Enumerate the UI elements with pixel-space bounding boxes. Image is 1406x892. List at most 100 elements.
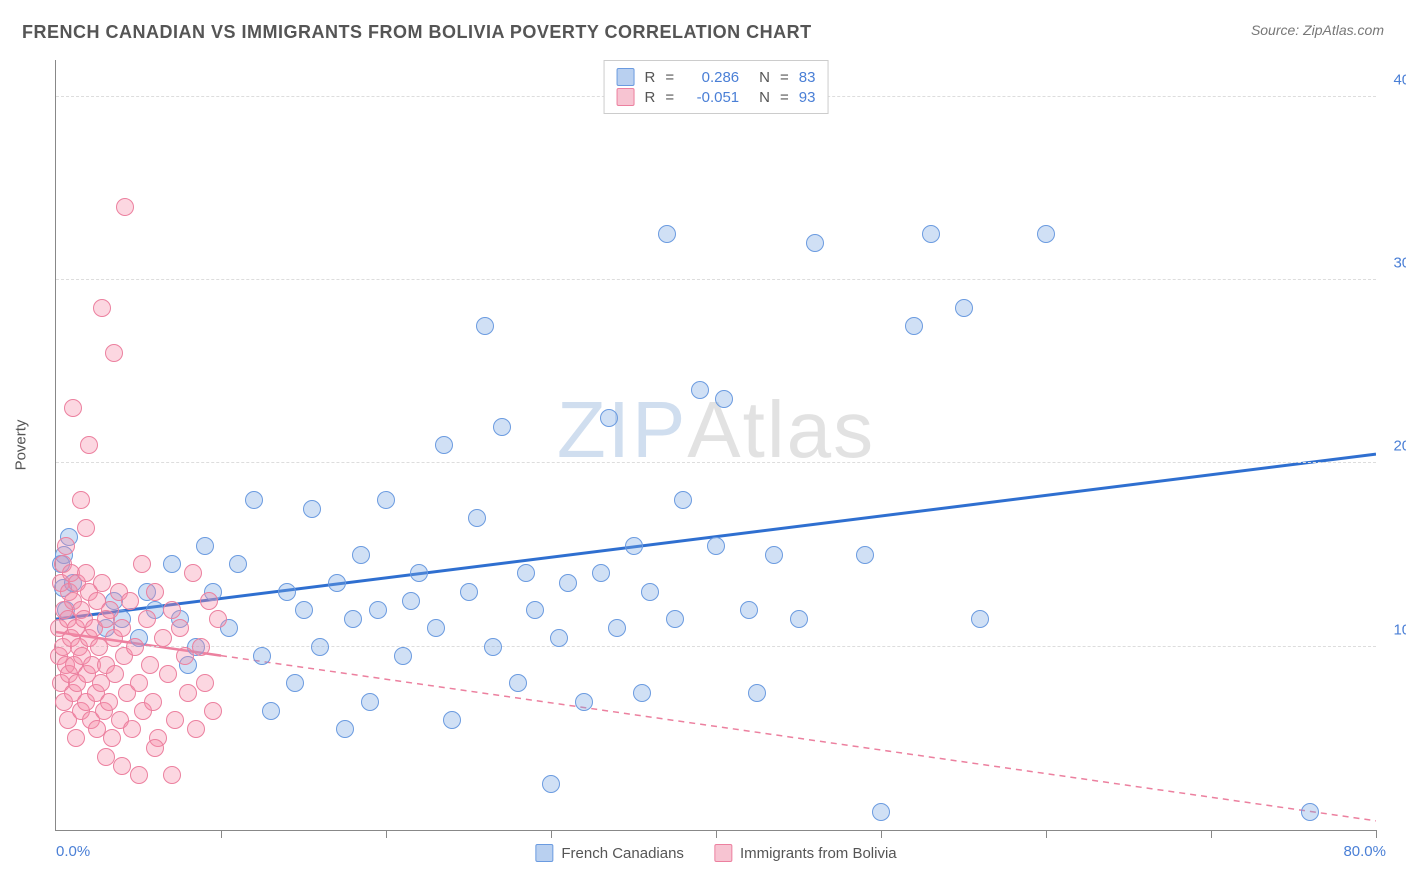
gridline	[56, 462, 1376, 463]
n-label: N	[759, 69, 770, 86]
data-point	[171, 619, 189, 637]
data-point	[303, 500, 321, 518]
source-attribution: Source: ZipAtlas.com	[1251, 22, 1384, 38]
data-point	[154, 629, 172, 647]
data-point	[130, 674, 148, 692]
data-point	[1301, 803, 1319, 821]
data-point	[402, 592, 420, 610]
data-point	[67, 729, 85, 747]
data-point	[295, 601, 313, 619]
data-point	[625, 537, 643, 555]
data-point	[435, 436, 453, 454]
data-point	[113, 757, 131, 775]
data-point	[126, 638, 144, 656]
y-tick-label: 30.0%	[1393, 255, 1406, 272]
data-point	[1037, 225, 1055, 243]
data-point	[608, 619, 626, 637]
data-point	[468, 509, 486, 527]
data-point	[262, 702, 280, 720]
data-point	[93, 299, 111, 317]
x-tick	[386, 830, 387, 838]
source-label: Source:	[1251, 22, 1303, 38]
legend-item-fc: French Canadians	[535, 844, 684, 862]
data-point	[394, 647, 412, 665]
data-point	[123, 720, 141, 738]
plot-area: ZIPAtlas Poverty R = 0.286 N = 83 R = -0…	[55, 60, 1376, 831]
n-value-bo: 93	[799, 89, 816, 106]
data-point	[460, 583, 478, 601]
eq: =	[780, 69, 789, 86]
r-label: R	[645, 89, 656, 106]
x-tick	[881, 830, 882, 838]
data-point	[872, 803, 890, 821]
data-point	[192, 638, 210, 656]
data-point	[57, 537, 75, 555]
data-point	[64, 399, 82, 417]
data-point	[493, 418, 511, 436]
data-point	[209, 610, 227, 628]
r-label: R	[645, 69, 656, 86]
data-point	[77, 519, 95, 537]
eq: =	[665, 89, 674, 106]
data-point	[204, 702, 222, 720]
data-point	[691, 381, 709, 399]
data-point	[641, 583, 659, 601]
data-point	[100, 693, 118, 711]
swatch-bo-icon	[714, 844, 732, 862]
data-point	[344, 610, 362, 628]
data-point	[600, 409, 618, 427]
legend-row-fc: R = 0.286 N = 83	[617, 67, 816, 87]
data-point	[179, 684, 197, 702]
data-point	[163, 555, 181, 573]
watermark-zip: ZIP	[557, 385, 687, 474]
x-axis-max-label: 80.0%	[1343, 843, 1386, 860]
data-point	[103, 729, 121, 747]
data-point	[715, 390, 733, 408]
legend-label-bo: Immigrants from Bolivia	[740, 845, 897, 862]
data-point	[550, 629, 568, 647]
data-point	[905, 317, 923, 335]
data-point	[159, 665, 177, 683]
data-point	[674, 491, 692, 509]
y-tick-label: 10.0%	[1393, 621, 1406, 638]
chart-title: FRENCH CANADIAN VS IMMIGRANTS FROM BOLIV…	[22, 22, 812, 43]
data-point	[740, 601, 758, 619]
data-point	[592, 564, 610, 582]
data-point	[200, 592, 218, 610]
legend-item-bo: Immigrants from Bolivia	[714, 844, 897, 862]
r-value-fc: 0.286	[684, 69, 739, 86]
data-point	[146, 583, 164, 601]
correlation-legend: R = 0.286 N = 83 R = -0.051 N = 93	[604, 60, 829, 114]
swatch-fc-icon	[617, 68, 635, 86]
data-point	[80, 436, 98, 454]
y-axis-title: Poverty	[13, 420, 30, 471]
data-point	[971, 610, 989, 628]
data-point	[187, 720, 205, 738]
data-point	[286, 674, 304, 692]
n-value-fc: 83	[799, 69, 816, 86]
data-point	[116, 198, 134, 216]
trend-lines	[56, 60, 1376, 830]
data-point	[278, 583, 296, 601]
eq: =	[665, 69, 674, 86]
data-point	[361, 693, 379, 711]
data-point	[101, 601, 119, 619]
data-point	[707, 537, 725, 555]
data-point	[163, 766, 181, 784]
x-tick	[221, 830, 222, 838]
data-point	[806, 234, 824, 252]
x-axis-min-label: 0.0%	[56, 843, 90, 860]
data-point	[526, 601, 544, 619]
r-value-bo: -0.051	[684, 89, 739, 106]
data-point	[253, 647, 271, 665]
data-point	[97, 748, 115, 766]
gridline	[56, 646, 1376, 647]
gridline	[56, 279, 1376, 280]
data-point	[922, 225, 940, 243]
data-point	[790, 610, 808, 628]
data-point	[476, 317, 494, 335]
data-point	[410, 564, 428, 582]
eq: =	[780, 89, 789, 106]
source-name: ZipAtlas.com	[1303, 22, 1384, 38]
data-point	[328, 574, 346, 592]
